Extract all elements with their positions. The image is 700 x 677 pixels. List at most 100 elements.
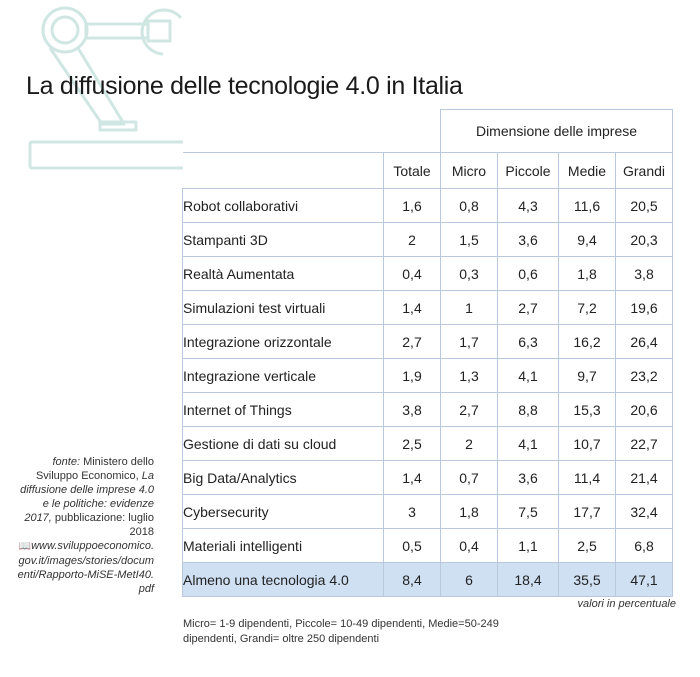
book-icon: 📖 (18, 541, 32, 552)
cell-value: 16,2 (558, 324, 616, 359)
cell-value: 2 (383, 222, 441, 257)
cell-value: 2 (440, 426, 498, 461)
cell-value: 47,1 (615, 562, 673, 597)
cell-value: 2,5 (383, 426, 441, 461)
unit-note: valori in percentuale (577, 598, 676, 610)
cell-value: 7,2 (558, 290, 616, 325)
table-row: Cybersecurity 3 1,8 7,5 17,7 32,4 (182, 494, 673, 529)
page-title: La diffusione delle tecnologie 4.0 in It… (26, 72, 463, 100)
cell-value: 17,7 (558, 494, 616, 529)
cell-value: 1,8 (558, 256, 616, 291)
source-link[interactable]: 📖www.sviluppoeconomico.gov.it/images/sto… (14, 539, 154, 596)
column-header-piccole: Piccole (497, 152, 559, 189)
source-url[interactable]: www.sviluppoeconomico.gov.it/images/stor… (17, 540, 154, 595)
table-row: Simulazioni test virtuali 1,4 1 2,7 7,2 19,6 (182, 290, 673, 325)
cell-value: 2,5 (558, 528, 616, 563)
table-row: Gestione di dati su cloud 2,5 2 4,1 10,7 22,7 (182, 426, 673, 461)
table-row: Realtà Aumentata 0,4 0,3 0,6 1,8 3,8 (182, 256, 673, 291)
header-spacer (182, 152, 384, 189)
source-org: Ministero dello Sviluppo Economico, (35, 456, 154, 482)
cell-value: 3,6 (497, 460, 559, 495)
cell-value: 7,5 (497, 494, 559, 529)
cell-value: 0,4 (440, 528, 498, 563)
cell-value: 9,7 (558, 358, 616, 393)
table-row: Integrazione verticale 1,9 1,3 4,1 9,7 23,2 (182, 358, 673, 393)
cell-value: 4,1 (497, 426, 559, 461)
source-prefix: fonte: (52, 456, 81, 468)
cell-value: 2,7 (497, 290, 559, 325)
cell-value: 3 (383, 494, 441, 529)
row-label: Robot collaborativi (182, 188, 384, 223)
row-label: Materiali intelligenti (182, 528, 384, 563)
cell-value: 20,6 (615, 392, 673, 427)
cell-value: 3,8 (615, 256, 673, 291)
cell-value: 32,4 (615, 494, 673, 529)
robot-arm-illustration (28, 6, 192, 170)
cell-value: 8,8 (497, 392, 559, 427)
cell-value: 9,4 (558, 222, 616, 257)
cell-value: 4,1 (497, 358, 559, 393)
cell-value: 6,3 (497, 324, 559, 359)
cell-value: 0,7 (440, 460, 498, 495)
cell-value: 1,4 (383, 290, 441, 325)
header-spacer (182, 109, 441, 153)
cell-value: 3,6 (497, 222, 559, 257)
cell-value: 26,4 (615, 324, 673, 359)
cell-value: 1,7 (440, 324, 498, 359)
cell-value: 1,5 (440, 222, 498, 257)
cell-value: 1,6 (383, 188, 441, 223)
row-label: Integrazione orizzontale (182, 324, 384, 359)
cell-value: 1,8 (440, 494, 498, 529)
row-label: Realtà Aumentata (182, 256, 384, 291)
technology-table: Dimensione delle imprese Totale Micro Pi… (182, 109, 673, 597)
cell-value: 11,4 (558, 460, 616, 495)
cell-value: 2,7 (440, 392, 498, 427)
cell-value: 4,3 (497, 188, 559, 223)
column-header-totale: Totale (383, 152, 441, 189)
cell-value: 1,4 (383, 460, 441, 495)
cell-value: 8,4 (383, 562, 441, 597)
cell-value: 35,5 (558, 562, 616, 597)
row-label: Integrazione verticale (182, 358, 384, 393)
source-date: pubblicazione: luglio 2018 (54, 512, 154, 538)
table-row: Internet of Things 3,8 2,7 8,8 15,3 20,6 (182, 392, 673, 427)
cell-value: 1 (440, 290, 498, 325)
cell-value: 22,7 (615, 426, 673, 461)
cell-value: 19,6 (615, 290, 673, 325)
cell-value: 21,4 (615, 460, 673, 495)
table-row: Integrazione orizzontale 2,7 1,7 6,3 16,2 26,… (182, 324, 673, 359)
cell-value: 23,2 (615, 358, 673, 393)
table-row: Robot collaborativi 1,6 0,8 4,3 11,6 20,5 (182, 188, 673, 223)
group-header: Dimensione delle imprese (440, 109, 673, 153)
row-label: Cybersecurity (182, 494, 384, 529)
cell-value: 20,5 (615, 188, 673, 223)
row-label: Gestione di dati su cloud (182, 426, 384, 461)
row-label: Big Data/Analytics (182, 460, 384, 495)
table-row: Materiali intelligenti 0,5 0,4 1,1 2,5 6,8 (182, 528, 673, 563)
table-row: Almeno una tecnologia 4.0 8,4 6 18,4 35,5 47,… (182, 562, 673, 597)
cell-value: 0,3 (440, 256, 498, 291)
cell-value: 20,3 (615, 222, 673, 257)
cell-value: 1,9 (383, 358, 441, 393)
cell-value: 3,8 (383, 392, 441, 427)
cell-value: 0,6 (497, 256, 559, 291)
row-label: Internet of Things (182, 392, 384, 427)
cell-value: 10,7 (558, 426, 616, 461)
row-label: Simulazioni test virtuali (182, 290, 384, 325)
table-row: Stampanti 3D 2 1,5 3,6 9,4 20,3 (182, 222, 673, 257)
cell-value: 1,1 (497, 528, 559, 563)
cell-value: 18,4 (497, 562, 559, 597)
column-header-micro: Micro (440, 152, 498, 189)
table-row: Big Data/Analytics 1,4 0,7 3,6 11,4 21,4 (182, 460, 673, 495)
source-note: fonte: Ministero dello Sviluppo Economic… (14, 455, 154, 539)
row-label: Stampanti 3D (182, 222, 384, 257)
source-report: La diffusione delle imprese 4.0 e le pol… (20, 470, 154, 524)
cell-value: 0,8 (440, 188, 498, 223)
cell-value: 1,3 (440, 358, 498, 393)
cell-value: 2,7 (383, 324, 441, 359)
cell-value: 0,4 (383, 256, 441, 291)
size-legend: Micro= 1-9 dipendenti, Piccole= 10-49 di… (183, 618, 499, 645)
cell-value: 6 (440, 562, 498, 597)
cell-value: 0,5 (383, 528, 441, 563)
cell-value: 15,3 (558, 392, 616, 427)
